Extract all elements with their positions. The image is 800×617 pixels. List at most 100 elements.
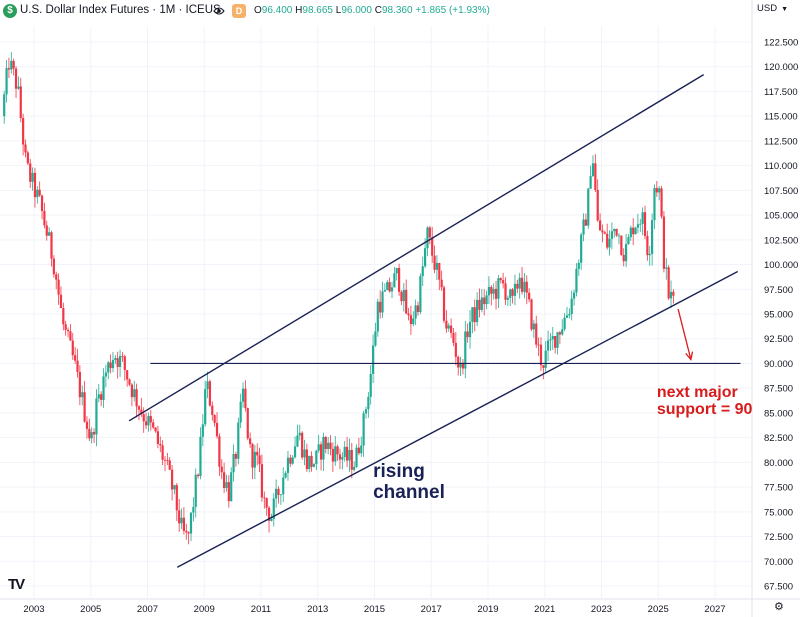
candle-body	[168, 460, 171, 470]
candle-body	[19, 86, 22, 118]
price-change: +1.865 (+1.93%)	[415, 5, 490, 16]
candle-body	[256, 451, 259, 456]
arrow-shaft	[677, 308, 692, 360]
instrument-title[interactable]: U.S. Dollar Index Futures · 1M · ICEUS	[20, 4, 221, 16]
candle-body	[355, 447, 358, 467]
ohlc-label-low: L	[335, 5, 342, 16]
candle-body	[525, 281, 528, 293]
candle-body	[613, 228, 616, 232]
x-tick-label: 2015	[364, 604, 385, 615]
candle-body	[249, 438, 252, 445]
price-axis[interactable]: 122.500 120.000 117.500 115.000 112.500 110.0…	[751, 0, 798, 617]
candle-body	[24, 144, 27, 153]
candle-body	[100, 394, 103, 400]
ohlc-label-high: H	[295, 5, 303, 16]
candle-body	[26, 152, 29, 164]
candle-body	[405, 289, 408, 314]
candle-body	[267, 507, 271, 521]
candle-body	[388, 282, 391, 292]
candle-body	[554, 336, 557, 348]
candle-body	[466, 331, 469, 338]
candle-body	[485, 295, 488, 305]
chevron-down-icon: ▼	[781, 6, 788, 13]
candle-body	[499, 278, 502, 281]
candle-body	[301, 432, 304, 458]
candle-body	[185, 530, 188, 533]
y-tick-label: 122.500	[764, 38, 798, 49]
candle-body	[133, 389, 136, 398]
currency-label: USD	[757, 3, 778, 14]
candle-body	[464, 331, 467, 369]
candle-body	[31, 172, 34, 182]
candle-body	[303, 449, 306, 458]
currency-selector[interactable]: USD ▼	[757, 3, 788, 14]
candle-body	[289, 457, 292, 464]
candle-body	[461, 362, 465, 369]
candle-body	[622, 254, 625, 262]
candle-body	[66, 329, 70, 332]
candle-body	[78, 371, 81, 398]
candle-body	[239, 401, 242, 423]
candle-body	[59, 294, 63, 309]
candle-body	[336, 446, 339, 455]
candle-body	[395, 268, 398, 274]
candle-body	[298, 432, 301, 436]
time-axis[interactable]: 2003 2005 2007 2009 2011 2013 2015 2017 2019 2021…	[0, 598, 800, 615]
candle-body	[506, 297, 509, 300]
candle-body	[603, 232, 606, 234]
candle-body	[95, 398, 98, 435]
candle-body	[424, 248, 427, 267]
candle-body	[473, 307, 476, 323]
eye-icon[interactable]	[213, 6, 225, 16]
candle-body	[331, 448, 334, 462]
candle-body	[589, 176, 592, 189]
candle-body	[353, 466, 356, 470]
dollar-symbol-icon: $	[3, 4, 17, 18]
candle-body	[476, 299, 479, 323]
data-delay-badge[interactable]: D	[232, 4, 246, 18]
candle-body	[237, 422, 240, 459]
candle-body	[433, 255, 436, 270]
candle-body	[64, 324, 67, 330]
candle-body	[260, 464, 264, 498]
candle-body	[445, 320, 448, 329]
candle-body	[546, 340, 550, 351]
gear-icon[interactable]: ⚙	[774, 601, 784, 613]
candle-body	[450, 325, 453, 333]
ohlc-value-close: 98.360	[381, 5, 413, 16]
candle-body	[492, 288, 495, 294]
candle-body	[135, 389, 138, 407]
candle-body	[584, 219, 587, 226]
candle-body	[672, 291, 675, 296]
candle-body	[563, 317, 566, 330]
candle-body	[511, 289, 514, 296]
candle-body	[154, 427, 157, 432]
candle-body	[528, 292, 531, 300]
candle-body	[570, 298, 573, 314]
tradingview-logo[interactable]: TV	[8, 576, 25, 593]
ohlc-label-close: C	[374, 5, 382, 16]
candle-body	[596, 190, 599, 221]
candle-body	[194, 474, 197, 507]
candle-body	[364, 409, 368, 414]
candle-body	[641, 212, 644, 224]
candle-body	[12, 60, 15, 69]
y-tick-label: 70.000	[764, 557, 793, 568]
candle-body	[542, 365, 545, 368]
candle-body	[390, 287, 394, 292]
candle-body	[182, 517, 186, 531]
candle-body	[494, 288, 498, 299]
candle-body	[144, 421, 148, 426]
candle-body	[572, 292, 576, 299]
candle-body	[76, 360, 79, 372]
candle-body	[310, 455, 313, 467]
candle-body	[565, 315, 569, 318]
candle-body	[416, 305, 420, 313]
candle-body	[211, 405, 214, 416]
candle-body	[189, 512, 193, 534]
candle-body	[653, 187, 656, 221]
y-tick-label: 90.000	[764, 359, 793, 370]
candle-body	[45, 225, 48, 236]
candle-body	[636, 224, 640, 228]
